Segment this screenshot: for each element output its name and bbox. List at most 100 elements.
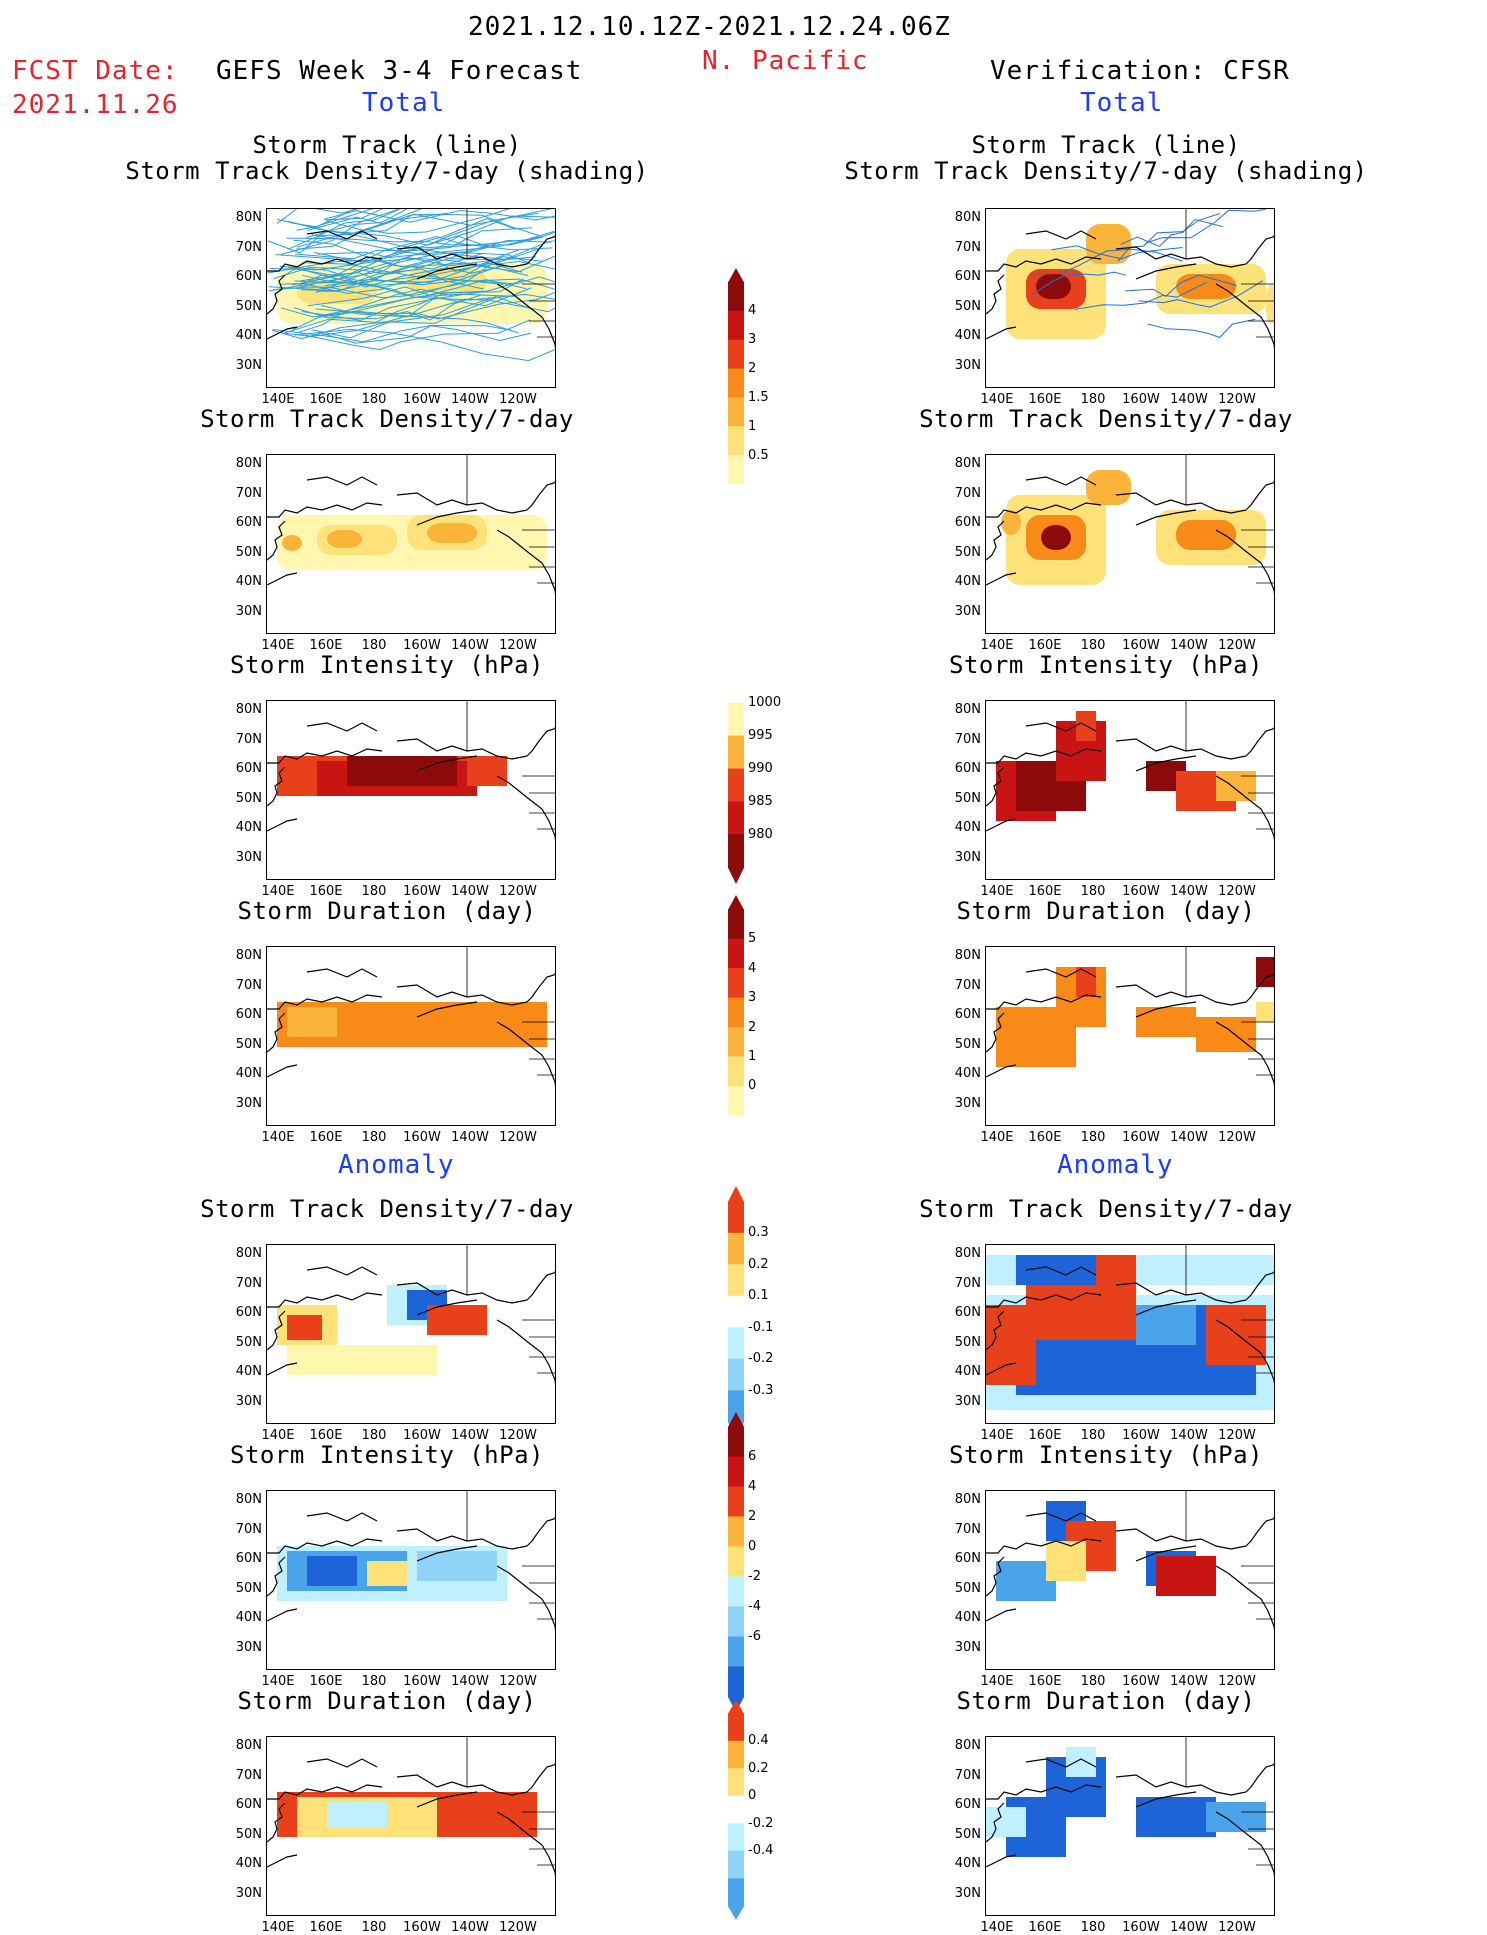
lon-tick-label: 160W	[403, 1130, 441, 1145]
coastline	[1215, 283, 1274, 349]
storm-track-line	[288, 209, 401, 250]
storm-track-line	[323, 209, 555, 223]
colorbar-swatch	[727, 1850, 745, 1880]
shading-region	[1086, 224, 1131, 264]
storm-track-line	[1125, 274, 1237, 298]
storm-track-line	[307, 279, 527, 307]
coastline	[396, 492, 528, 514]
lat-tick-label: 40N	[954, 328, 981, 343]
coastline	[1245, 727, 1274, 757]
coastline	[986, 1064, 1017, 1078]
lon-tick-label: 120W	[1218, 1428, 1256, 1443]
shading-region	[1256, 957, 1274, 987]
map-panel: 80N 70N 60N 50N 40N 30N 140E 160E 180 160W 140W 120…	[955, 1490, 1275, 1689]
shading-region	[1266, 284, 1274, 324]
lon-tick-label: 160E	[1028, 1674, 1062, 1689]
coastline	[1025, 722, 1097, 732]
lat-tick-label: 50N	[954, 544, 981, 560]
colorbar-swatch	[727, 1878, 745, 1907]
lon-tick-label: 120W	[1218, 1130, 1256, 1145]
shading-region	[317, 1002, 477, 1037]
lat-tick-label: 40N	[235, 574, 262, 589]
lon-tick-label: 120W	[1218, 638, 1256, 653]
lon-tick-label: 160W	[403, 1920, 441, 1935]
lon-tick-label: 160W	[1122, 392, 1160, 407]
colorbar-tick-label: 5	[748, 931, 757, 947]
lon-tick-label: 160E	[309, 392, 343, 407]
lat-tick-label: 30N	[954, 849, 981, 865]
colorbar-tick-label: 0.4	[748, 1733, 769, 1749]
colorbar-tick-label: 6	[748, 1449, 757, 1464]
map-canvas	[267, 1737, 555, 1877]
map-canvas	[986, 209, 1274, 349]
map-canvas	[986, 701, 1274, 841]
colorbar-swatch	[727, 909, 745, 940]
right-total-label: Total	[1080, 88, 1164, 118]
map-panel: 80N 70N 60N 50N 40N 30N 140E 160E 180 160W 140W 120…	[236, 946, 556, 1145]
shading-region	[1196, 1017, 1256, 1052]
colorbar-swatch	[727, 801, 745, 836]
storm-track-line	[300, 262, 523, 288]
lat-tick-label: 30N	[235, 1885, 262, 1901]
map-panel: 80N 70N 60N 50N 40N 30N 140E 160E 180 160W 140W 120…	[236, 1490, 556, 1689]
lon-tick-label: 160E	[309, 638, 343, 653]
shading-region	[1046, 1541, 1086, 1581]
lat-tick-label: 80N	[235, 1246, 262, 1261]
lat-tick-label: 40N	[954, 574, 981, 589]
shading-region	[467, 756, 507, 786]
coastline	[306, 476, 378, 486]
lat-tick-label: 60N	[235, 1007, 262, 1022]
coastline	[1025, 476, 1097, 486]
coastline	[986, 748, 1102, 764]
coastline	[1135, 1545, 1197, 1562]
colorbar-tick-label: 4	[748, 960, 757, 976]
storm-track-line	[314, 235, 553, 263]
coastline	[267, 766, 286, 807]
coastline	[267, 994, 383, 1010]
coastline	[267, 748, 383, 764]
storm-track-line	[1147, 318, 1256, 339]
coastline	[267, 1556, 286, 1597]
lat-tick-label: 80N	[954, 456, 981, 471]
shading-region	[327, 530, 362, 548]
coastline	[306, 1266, 378, 1276]
storm-track-line	[1120, 218, 1224, 247]
lat-tick-label: 70N	[954, 239, 981, 255]
lon-tick-label: 160E	[309, 1428, 343, 1443]
storm-track-line	[326, 213, 540, 236]
lon-tick-label: 180	[361, 1674, 387, 1689]
lat-tick-label: 30N	[235, 1095, 262, 1111]
lon-tick-label: 140W	[451, 1130, 489, 1145]
shading-region	[1156, 1556, 1216, 1596]
lat-tick-label: 30N	[954, 1095, 981, 1111]
lon-tick-label: 160W	[1122, 638, 1160, 653]
lat-tick-label: 60N	[235, 761, 262, 776]
storm-track-line	[271, 296, 499, 340]
map-canvas	[986, 1737, 1274, 1877]
map-panel: 80N 70N 60N 50N 40N 30N 140E 160E 180 160W 140W 120…	[955, 454, 1275, 653]
map-canvas	[986, 947, 1274, 1087]
colorbar-swatch	[727, 484, 745, 515]
lon-tick-label: 140E	[261, 1674, 295, 1689]
shading-region	[282, 535, 302, 551]
storm-track-line	[321, 298, 555, 318]
colorbar-tick-label: -0.1	[748, 1319, 774, 1335]
lon-tick-label: 160W	[1122, 1428, 1160, 1443]
coastline	[267, 520, 286, 561]
map-panel: 80N 70N 60N 50N 40N 30N 140E 160E 180 160W 140W 120…	[955, 1244, 1275, 1443]
colorbar-swatch	[727, 669, 745, 704]
lat-tick-label: 80N	[235, 1492, 262, 1507]
coastline	[526, 727, 555, 757]
map-canvas	[986, 1491, 1274, 1631]
coastline	[267, 274, 286, 315]
coastline	[496, 283, 555, 349]
storm-track-line	[295, 227, 533, 260]
shading-region	[986, 1807, 1026, 1837]
date-range: 2021.12.10.12Z-2021.12.24.06Z	[468, 12, 951, 42]
storm-track-line	[288, 215, 555, 277]
coastline	[1115, 738, 1247, 760]
storm-track-line	[301, 259, 501, 292]
coastline	[986, 274, 1005, 315]
lon-tick-label: 180	[361, 638, 387, 653]
colorbar-swatch	[727, 1740, 745, 1770]
